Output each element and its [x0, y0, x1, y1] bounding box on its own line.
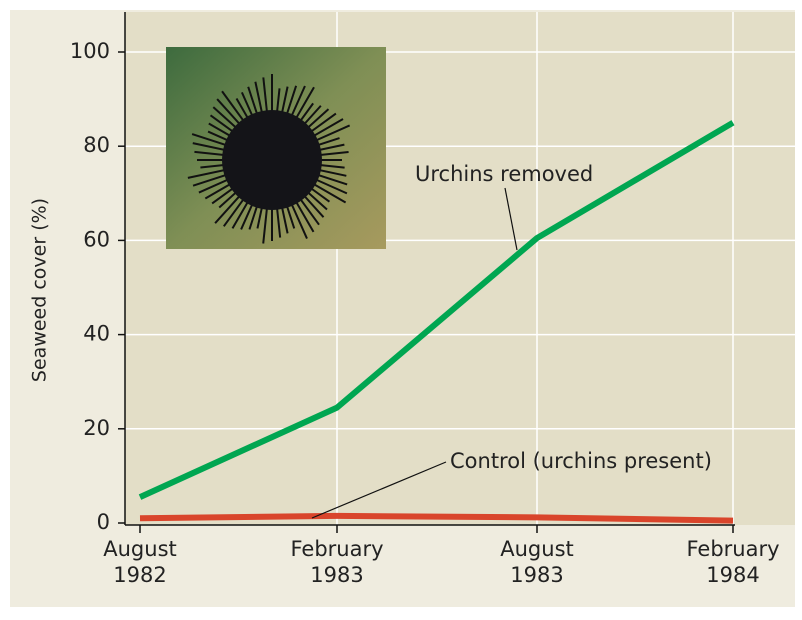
- x-tick-label: February 1983: [290, 537, 384, 587]
- y-tick-label: 100: [70, 39, 110, 63]
- y-tick-label: 0: [97, 510, 110, 534]
- urchin-photo: [166, 47, 386, 249]
- series-line: [138, 120, 735, 500]
- series-label: Urchins removed: [415, 162, 593, 186]
- y-tick-label: 60: [83, 227, 110, 251]
- y-tick-label: 40: [83, 322, 110, 346]
- series-line: [139, 512, 734, 524]
- y-tick-label: 20: [83, 416, 110, 440]
- y-tick-label: 80: [83, 133, 110, 157]
- y-axis-label: Seaweed cover (%): [29, 198, 51, 382]
- series-label: Control (urchins present): [450, 449, 712, 473]
- x-tick-label: August 1982: [103, 537, 177, 587]
- x-tick-label: August 1983: [500, 537, 574, 587]
- leader-line: [311, 461, 447, 519]
- x-tick-label: February 1984: [686, 537, 780, 587]
- leader-line: [504, 187, 518, 251]
